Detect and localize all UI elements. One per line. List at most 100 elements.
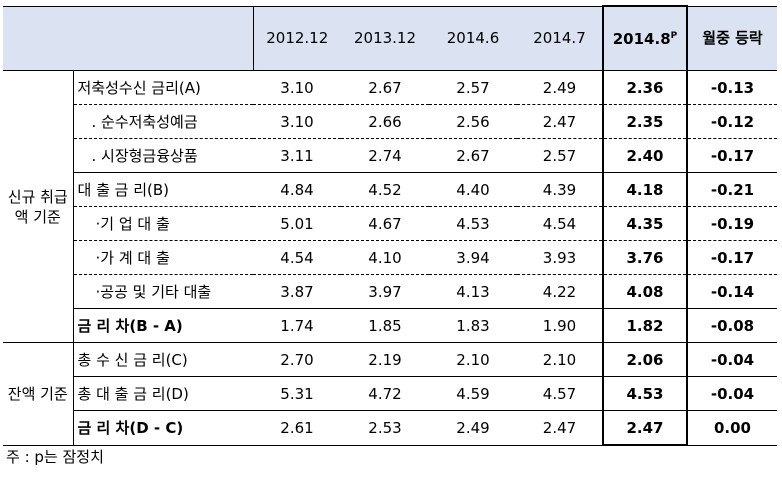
cell-value: 3.10 bbox=[253, 104, 341, 139]
group-label-new: 신규 취급액 기준 bbox=[3, 70, 74, 343]
cell-value: 3.94 bbox=[429, 240, 517, 275]
table-row: 금 리 차(B - A) 1.74 1.85 1.83 1.90 1.82 -0… bbox=[3, 308, 777, 343]
table-row: 잔액 기준 총 수 신 금 리(C) 2.70 2.19 2.10 2.10 2… bbox=[3, 342, 777, 446]
cell-change: -0.04 bbox=[687, 376, 777, 411]
group-label-balance: 잔액 기준 bbox=[3, 342, 74, 446]
row-label: 저축성수신 금리(A) bbox=[73, 70, 253, 105]
cell-value: 5.31 bbox=[253, 376, 341, 411]
cell-value: 5.01 bbox=[253, 206, 341, 241]
cell-value: 2.10 bbox=[517, 342, 603, 377]
cell-value: 3.10 bbox=[253, 70, 341, 105]
row-label: . 시장형금융상품 bbox=[73, 138, 253, 173]
table-row: ·가 계 대 출 4.54 4.10 3.94 3.93 3.76 -0.17 bbox=[3, 240, 777, 275]
header-blank-cell bbox=[3, 5, 254, 71]
cell-change: -0.12 bbox=[687, 104, 777, 139]
row-label: 금 리 차(B - A) bbox=[73, 308, 253, 343]
cell-value: 1.85 bbox=[341, 308, 429, 343]
cell-value: 4.84 bbox=[253, 172, 341, 207]
cell-value: 4.53 bbox=[429, 206, 517, 241]
row-label: 금 리 차(D - C) bbox=[73, 410, 253, 446]
cell-value: 4.22 bbox=[517, 274, 603, 309]
cell-value: 4.54 bbox=[253, 240, 341, 275]
table-row: ·기 업 대 출 5.01 4.67 4.53 4.54 4.35 -0.19 bbox=[3, 206, 777, 241]
cell-current: 4.53 bbox=[602, 376, 688, 411]
cell-current: 1.82 bbox=[602, 308, 688, 343]
table-row: 대 출 금 리(B) 4.84 4.52 4.40 4.39 4.18 -0.2… bbox=[3, 172, 777, 207]
row-label: ·공공 및 기타 대출 bbox=[73, 274, 253, 309]
cell-value: 4.72 bbox=[341, 376, 429, 411]
cell-value: 4.59 bbox=[429, 376, 517, 411]
header-row: 2012.12 2013.12 2014.6 2014.7 2014.8P 월중… bbox=[3, 5, 777, 71]
cell-change: 0.00 bbox=[687, 410, 777, 446]
cell-change: -0.08 bbox=[687, 308, 777, 343]
col-header-2013-12: 2013.12 bbox=[341, 5, 429, 71]
cell-value: 3.97 bbox=[341, 274, 429, 309]
cell-value: 2.70 bbox=[253, 342, 341, 377]
row-label: 총 대 출 금 리(D) bbox=[73, 376, 253, 411]
cell-change: -0.13 bbox=[687, 70, 777, 105]
cell-value: 2.53 bbox=[341, 410, 429, 446]
cell-value: 4.54 bbox=[517, 206, 603, 241]
row-label: 대 출 금 리(B) bbox=[73, 172, 253, 207]
cell-current: 2.36 bbox=[602, 70, 688, 105]
cell-value: 1.74 bbox=[253, 308, 341, 343]
cell-current: 4.18 bbox=[602, 172, 688, 207]
cell-value: 2.67 bbox=[341, 70, 429, 105]
cell-change: -0.21 bbox=[687, 172, 777, 207]
cell-value: 2.19 bbox=[341, 342, 429, 377]
cell-value: 2.49 bbox=[517, 70, 603, 105]
cell-change: -0.17 bbox=[687, 138, 777, 173]
cell-value: 2.66 bbox=[341, 104, 429, 139]
provisional-marker: P bbox=[670, 30, 678, 41]
col-header-2014-7: 2014.7 bbox=[517, 5, 603, 71]
col-header-2014-6: 2014.6 bbox=[429, 5, 517, 71]
table-row: 총 대 출 금 리(D) 5.31 4.72 4.59 4.57 4.53 -0… bbox=[3, 376, 777, 411]
cell-value: 2.49 bbox=[429, 410, 517, 446]
cell-change: -0.04 bbox=[687, 342, 777, 377]
table-row: 금 리 차(D - C) 2.61 2.53 2.49 2.47 2.47 0.… bbox=[3, 410, 777, 446]
cell-value: 2.56 bbox=[429, 104, 517, 139]
row-label: 총 수 신 금 리(C) bbox=[73, 342, 253, 377]
cell-current: 4.08 bbox=[602, 274, 688, 309]
row-label: . 순수저축성예금 bbox=[73, 104, 253, 139]
col-header-current: 2014.8P bbox=[602, 5, 688, 71]
cell-value: 3.93 bbox=[517, 240, 603, 275]
col-header-monthly-change: 월중 등락 bbox=[687, 5, 777, 71]
cell-value: 2.67 bbox=[429, 138, 517, 173]
cell-current: 2.06 bbox=[602, 342, 688, 377]
cell-value: 4.10 bbox=[341, 240, 429, 275]
cell-current: 3.76 bbox=[602, 240, 688, 275]
cell-value: 3.87 bbox=[253, 274, 341, 309]
cell-change: -0.19 bbox=[687, 206, 777, 241]
current-period-label: 2014.8 bbox=[612, 29, 671, 48]
cell-value: 2.61 bbox=[253, 410, 341, 446]
table-row: 신규 취급액 기준 저축성수신 금리(A) 3.10 2.67 2.57 2.4… bbox=[3, 70, 777, 343]
table-row: . 순수저축성예금 3.10 2.66 2.56 2.47 2.35 -0.12 bbox=[3, 104, 777, 139]
cell-value: 2.74 bbox=[341, 138, 429, 173]
interest-rate-table: 2012.12 2013.12 2014.6 2014.7 2014.8P 월중… bbox=[3, 5, 777, 446]
row-label: ·기 업 대 출 bbox=[73, 206, 253, 241]
cell-value: 4.57 bbox=[517, 376, 603, 411]
cell-value: 2.57 bbox=[429, 70, 517, 105]
cell-value: 2.57 bbox=[517, 138, 603, 173]
table-row: ·공공 및 기타 대출 3.87 3.97 4.13 4.22 4.08 -0.… bbox=[3, 274, 777, 309]
cell-value: 2.10 bbox=[429, 342, 517, 377]
cell-current: 2.47 bbox=[602, 410, 688, 446]
row-label: ·가 계 대 출 bbox=[73, 240, 253, 275]
cell-value: 4.52 bbox=[341, 172, 429, 207]
col-header-2012-12: 2012.12 bbox=[253, 5, 341, 71]
cell-value: 4.40 bbox=[429, 172, 517, 207]
cell-current: 2.40 bbox=[602, 138, 688, 173]
footnote: 주 : p는 잠정치 bbox=[6, 448, 104, 466]
cell-value: 1.90 bbox=[517, 308, 603, 343]
cell-value: 2.47 bbox=[517, 410, 603, 446]
cell-value: 1.83 bbox=[429, 308, 517, 343]
cell-value: 4.13 bbox=[429, 274, 517, 309]
cell-current: 4.35 bbox=[602, 206, 688, 241]
cell-value: 4.39 bbox=[517, 172, 603, 207]
cell-change: -0.17 bbox=[687, 240, 777, 275]
table-row: . 시장형금융상품 3.11 2.74 2.67 2.57 2.40 -0.17 bbox=[3, 138, 777, 173]
cell-value: 4.67 bbox=[341, 206, 429, 241]
cell-value: 2.47 bbox=[517, 104, 603, 139]
cell-change: -0.14 bbox=[687, 274, 777, 309]
